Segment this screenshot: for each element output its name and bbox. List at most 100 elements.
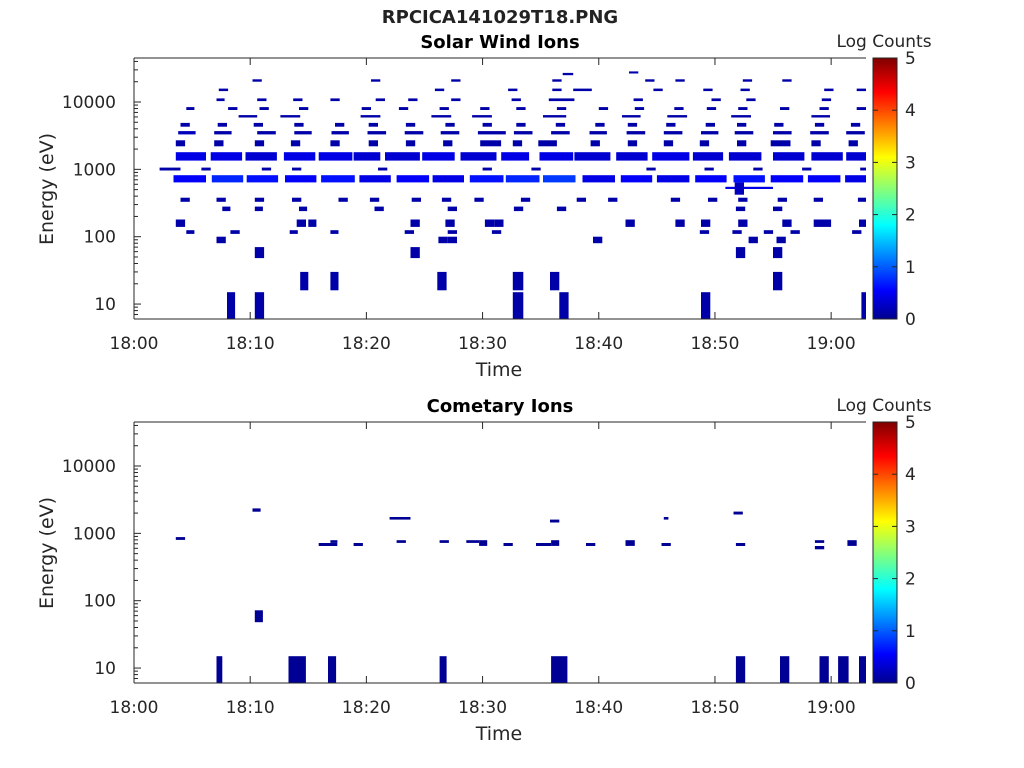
data-cell xyxy=(663,131,683,135)
data-cell xyxy=(472,115,492,118)
colorbar-tick-label: 0 xyxy=(905,674,916,694)
data-cell xyxy=(753,167,763,171)
data-cell xyxy=(627,140,638,147)
data-cell xyxy=(838,656,849,683)
data-cell xyxy=(773,206,783,212)
data-cell xyxy=(259,107,269,110)
data-cell xyxy=(299,206,308,212)
data-cell xyxy=(856,88,866,92)
data-cell xyxy=(482,167,492,171)
data-cell xyxy=(675,219,685,227)
data-cell xyxy=(824,88,834,92)
data-cell xyxy=(819,107,829,110)
data-cell xyxy=(513,131,533,135)
data-cell xyxy=(375,98,385,102)
data-cell xyxy=(551,131,570,135)
colorbar-tick-label: 5 xyxy=(905,49,916,69)
data-cell xyxy=(773,271,783,291)
data-cell xyxy=(451,79,461,82)
y-tick-label: 10 xyxy=(94,659,116,679)
x-tick-label: 18:20 xyxy=(342,698,391,718)
data-cell xyxy=(627,122,638,127)
data-cell xyxy=(480,107,490,110)
data-cell xyxy=(335,122,345,127)
data-cell xyxy=(543,115,567,118)
spectrogram-cometary: 18:00 18:10 18:20 18:30 18:40 18:50 19:0010100… xyxy=(62,413,916,718)
data-cell xyxy=(222,206,231,212)
data-cell xyxy=(503,543,513,546)
data-cell xyxy=(285,175,317,183)
data-cell xyxy=(246,175,279,183)
data-cell xyxy=(551,656,568,683)
data-cell xyxy=(562,72,574,76)
y-axis-label-solar-wind: Energy (eV) xyxy=(36,133,58,245)
data-cell xyxy=(321,175,355,183)
data-cell xyxy=(667,115,688,118)
data-cell xyxy=(845,175,866,183)
data-cell xyxy=(175,140,186,147)
data-cell xyxy=(738,197,748,202)
x-tick-label: 18:40 xyxy=(574,698,623,718)
data-cell xyxy=(280,115,301,118)
data-cell xyxy=(773,131,792,135)
colorbar-tick-label: 2 xyxy=(905,206,916,226)
data-cell xyxy=(216,236,226,244)
data-cell xyxy=(289,230,298,234)
data-cell xyxy=(422,152,455,161)
data-cell xyxy=(214,131,232,135)
data-cell xyxy=(447,206,457,212)
data-cell xyxy=(552,79,562,82)
data-cell xyxy=(330,271,339,291)
colorbar-tick-label: 1 xyxy=(905,258,916,278)
data-cell xyxy=(595,122,605,127)
x-tick-label: 18:30 xyxy=(458,698,507,718)
data-cell xyxy=(773,152,805,161)
data-cell xyxy=(447,230,457,234)
data-cell xyxy=(296,219,306,227)
data-cell xyxy=(293,98,303,102)
data-cell xyxy=(598,107,609,110)
data-cell xyxy=(257,98,267,102)
data-cell xyxy=(405,122,416,127)
data-cell xyxy=(439,656,447,683)
data-cell xyxy=(860,167,866,171)
data-cell xyxy=(539,152,574,161)
data-cell xyxy=(396,175,430,183)
data-cell xyxy=(708,197,718,202)
data-cell xyxy=(385,152,420,161)
data-cell xyxy=(389,517,411,520)
colorbar xyxy=(872,57,898,320)
data-cell xyxy=(512,271,524,291)
data-cell xyxy=(790,230,800,234)
data-cell xyxy=(733,175,765,183)
data-cell xyxy=(573,88,592,92)
x-axis-label-cometary: Time xyxy=(475,723,523,745)
data-cell xyxy=(210,152,243,161)
data-cell xyxy=(227,292,236,319)
data-cell xyxy=(555,122,566,127)
data-cell xyxy=(692,152,724,161)
x-tick-label: 18:10 xyxy=(226,334,275,354)
y-tick-label: 10000 xyxy=(62,93,116,113)
data-cell xyxy=(201,167,211,171)
data-cell xyxy=(460,152,497,161)
x-tick-label: 18:20 xyxy=(342,334,391,354)
x-tick-label: 18:30 xyxy=(458,334,507,354)
data-cell xyxy=(361,107,371,110)
data-cell xyxy=(404,131,424,135)
data-cell xyxy=(629,71,639,74)
data-cell xyxy=(819,656,829,683)
data-cell xyxy=(848,140,858,147)
data-cell xyxy=(482,122,492,127)
data-cell xyxy=(512,292,524,319)
data-cell xyxy=(737,122,747,127)
data-cell xyxy=(218,88,229,92)
data-cell xyxy=(652,152,690,161)
data-cell xyxy=(261,167,272,171)
y-tick-label: 1000 xyxy=(73,160,116,180)
data-cell xyxy=(374,206,384,212)
data-cell xyxy=(214,140,224,147)
data-cell xyxy=(378,167,388,171)
data-cell xyxy=(438,236,448,244)
